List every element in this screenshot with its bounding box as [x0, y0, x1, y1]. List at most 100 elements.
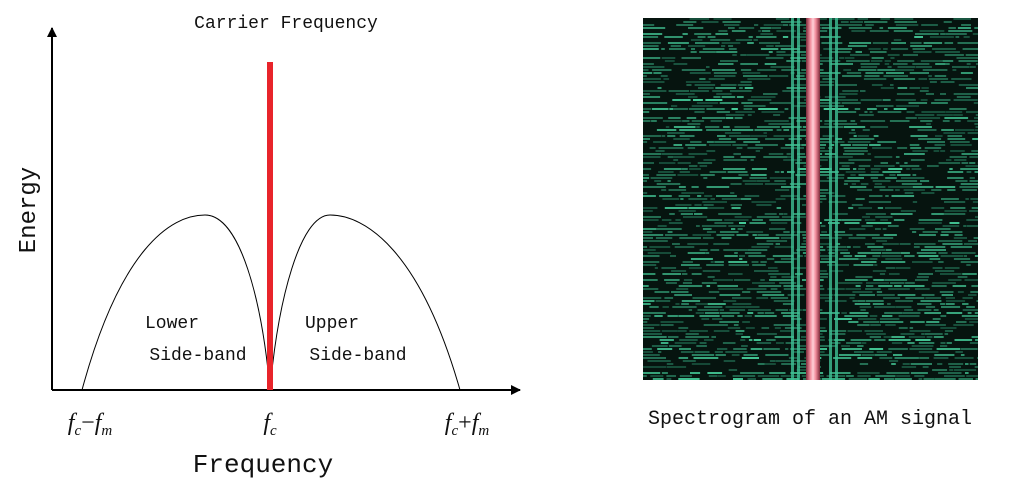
spectrogram-streak: [688, 27, 704, 29]
spectrogram-streak: [699, 315, 720, 317]
spectrogram-streak: [834, 294, 856, 296]
spectrogram-streak: [692, 297, 716, 299]
spectrogram-streak: [810, 297, 833, 299]
spectrogram-streak: [782, 24, 789, 26]
spectrogram-streak: [643, 348, 652, 350]
spectrogram-streak: [975, 339, 978, 341]
spectrogram-streak: [643, 66, 665, 68]
spectrogram-streak: [891, 336, 905, 338]
spectrogram-streak: [922, 69, 948, 71]
spectrogram-streak: [717, 375, 726, 377]
spectrogram-streak: [751, 168, 767, 170]
tick-op: +: [458, 410, 472, 436]
spectrogram-streak: [652, 69, 672, 71]
spectrogram-streak: [758, 30, 762, 32]
spectrogram-streak: [818, 63, 823, 65]
spectrogram-streak: [762, 294, 785, 296]
spectrogram-streak: [976, 300, 978, 302]
spectrogram-streak: [770, 276, 777, 278]
spectrogram-streak: [682, 360, 696, 362]
spectrogram-streak: [941, 306, 961, 308]
spectrogram-streak: [891, 195, 915, 197]
spectrogram-streak: [693, 99, 703, 101]
spectrogram-streak: [945, 63, 950, 65]
spectrogram-streak: [832, 213, 848, 215]
spectrogram-streak: [757, 375, 779, 377]
spectrogram-streak: [752, 282, 775, 284]
spectrogram-streak: [717, 135, 726, 137]
spectrogram-streak: [643, 96, 661, 98]
spectrogram-streak: [657, 87, 662, 89]
tick-part: f: [472, 410, 482, 436]
spectrogram-streak: [922, 231, 938, 233]
spectrogram-streak: [643, 336, 667, 338]
spectrogram-streak: [769, 219, 793, 221]
spectrogram-streak: [824, 219, 842, 221]
spectrogram-streak: [721, 96, 736, 98]
spectrogram-streak: [940, 342, 946, 344]
spectrogram-streak: [935, 51, 960, 53]
spectrogram-streak: [965, 165, 978, 167]
spectrogram-streak: [689, 168, 701, 170]
spectrogram-streak: [761, 327, 770, 329]
spectrogram-streak: [974, 312, 978, 314]
spectrogram-streak: [817, 261, 836, 263]
spectrogram-streak: [682, 273, 688, 275]
spectrogram-streak: [894, 357, 919, 359]
spectrogram-streak: [643, 366, 667, 368]
spectrogram-streak: [901, 366, 917, 368]
spectrogram-streak: [871, 84, 883, 86]
spectrogram-streak: [776, 30, 797, 32]
spectrogram-streak: [643, 240, 668, 242]
spectrogram-streak: [770, 222, 788, 224]
spectrogram-streak: [889, 360, 899, 362]
spectrogram-streak: [775, 198, 786, 200]
spectrogram: [643, 18, 978, 380]
spectrogram-streak: [740, 156, 756, 158]
spectrogram-streak: [869, 30, 889, 32]
spectrogram-streak: [721, 42, 741, 44]
spectrogram-streak: [658, 351, 662, 353]
spectrogram-streak: [775, 243, 780, 245]
spectrogram-streak: [702, 117, 726, 119]
spectrogram-streak: [643, 372, 661, 374]
spectrogram-streak: [734, 216, 752, 218]
spectrogram-streak: [843, 183, 848, 185]
spectrogram-streak: [670, 45, 681, 47]
spectrogram-streak: [675, 93, 695, 95]
spectrogram-streak: [821, 378, 846, 380]
spectrogram-streak: [920, 300, 942, 302]
spectrogram-streak: [706, 108, 725, 110]
spectrogram-streak: [839, 162, 855, 164]
spectrogram-streak: [839, 168, 850, 170]
spectrogram-streak: [688, 96, 698, 98]
spectrogram-streak: [782, 303, 794, 305]
spectrogram-streak: [938, 240, 963, 242]
spectrogram-streak: [643, 297, 662, 299]
spectrogram-streak: [676, 288, 689, 290]
upper-sideband-line2: Side-band: [309, 346, 406, 366]
spectrogram-streak: [721, 237, 732, 239]
spectrogram-streak: [643, 177, 650, 179]
spectrogram-streak: [942, 60, 954, 62]
spectrogram-streak: [678, 195, 691, 197]
spectrogram-streak: [886, 372, 910, 374]
spectrogram-streak: [884, 312, 903, 314]
spectrogram-streak: [766, 339, 776, 341]
spectrogram-streak: [745, 327, 755, 329]
spectrogram-streak: [661, 189, 667, 191]
spectrogram-streak: [747, 312, 754, 314]
spectrogram-streak: [917, 117, 941, 119]
spectrogram-streak: [769, 360, 776, 362]
spectrogram-streak: [680, 213, 693, 215]
spectrogram-streak: [674, 294, 692, 296]
spectrogram-streak: [780, 195, 799, 197]
spectrogram-streak: [651, 345, 668, 347]
spectrogram-streak: [700, 174, 715, 176]
spectrogram-streak: [931, 207, 945, 209]
spectrogram-streak: [827, 264, 849, 266]
spectrogram-streak: [733, 378, 743, 380]
spectrogram-streak: [787, 171, 795, 173]
spectrogram-streak: [683, 279, 693, 281]
spectrogram-streak: [688, 45, 706, 47]
